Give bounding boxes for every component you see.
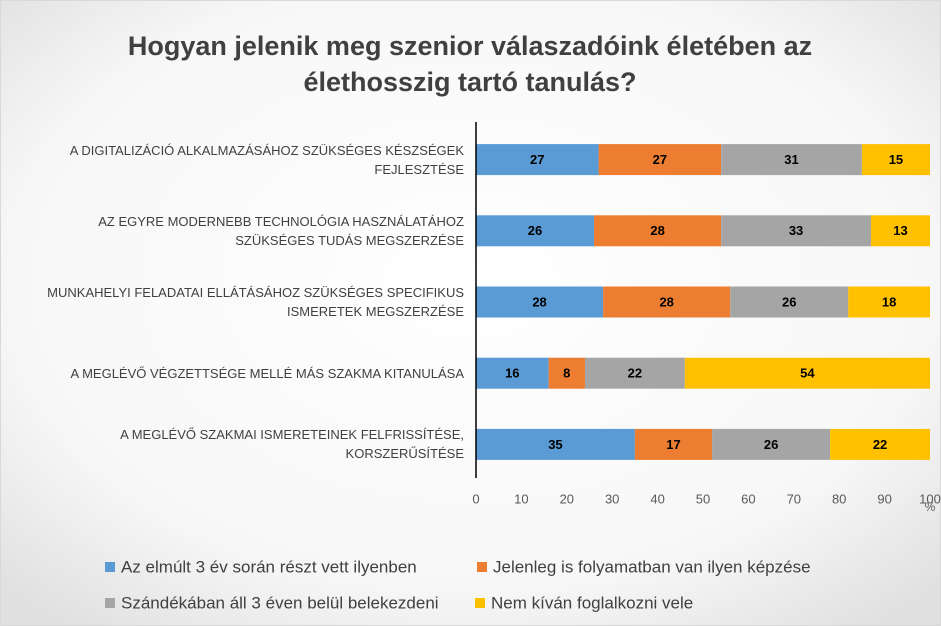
category-box: MUNKAHELYI FELADATAI ELLÁTÁSÁHOZ SZÜKSÉG… [47, 285, 464, 319]
x-tick-label: 60 [741, 491, 755, 506]
bar-segment [712, 428, 831, 460]
x-axis-label: % [925, 500, 936, 514]
bar-segment [870, 215, 930, 247]
data-label: 8 [563, 366, 570, 381]
x-tick-label: 20 [560, 491, 574, 506]
legend-swatch [475, 598, 485, 608]
category-label: A DIGITALIZÁCIÓ ALKALMAZÁSÁHOZ SZÜKSÉGES… [69, 142, 464, 177]
legend-label: Szándékában áll 3 éven belül belekezdeni [121, 593, 439, 612]
bar-segment [730, 286, 849, 318]
x-tick-label: 10 [514, 491, 528, 506]
bar-segment [476, 428, 635, 460]
bar-segment [548, 357, 585, 389]
data-label: 22 [873, 437, 887, 452]
category-label: A MEGLÉVŐ VÉGZETTSÉGE MELLÉ MÁS SZAKMA K… [70, 365, 464, 381]
x-tick-label: 30 [605, 491, 619, 506]
legend-swatch [477, 562, 487, 572]
x-tick-label: 100 [919, 491, 941, 506]
bar-segment [830, 428, 930, 460]
bar-segment [584, 357, 685, 389]
category-box: A MEGLÉVŐ SZAKMAI ISMERETEINEK FELFRISSÍ… [120, 427, 464, 462]
x-tick-label: 80 [832, 491, 846, 506]
bar-segment [603, 286, 731, 318]
data-label: 18 [882, 294, 896, 309]
category-box: A MEGLÉVŐ VÉGZETTSÉGE MELLÉ MÁS SZAKMA K… [70, 365, 464, 381]
category-box: A DIGITALIZÁCIÓ ALKALMAZÁSÁHOZ SZÜKSÉGES… [69, 142, 464, 177]
legend-label: Nem kíván foglalkozni vele [491, 593, 693, 612]
data-label: 54 [800, 366, 815, 381]
data-label: 26 [764, 437, 778, 452]
data-label: 28 [650, 223, 664, 238]
bar-segment [476, 144, 599, 176]
data-label: 35 [548, 437, 562, 452]
bar-segment [476, 215, 595, 247]
category-label: A MEGLÉVŐ SZAKMAI ISMERETEINEK FELFRISSÍ… [120, 427, 464, 462]
chart-title: Hogyan jelenik meg szenior válaszadóink … [127, 31, 813, 97]
data-label: 15 [889, 152, 903, 167]
x-tick-label: 40 [650, 491, 664, 506]
legend-swatch [105, 598, 115, 608]
x-tick-label: 70 [787, 491, 801, 506]
category-box: AZ EGYRE MODERNEBB TECHNOLÓGIA HASZNÁLAT… [98, 213, 464, 248]
data-label: 27 [653, 152, 667, 167]
data-label: 31 [784, 152, 798, 167]
bar-segment [476, 357, 549, 389]
bar-segment [684, 357, 930, 389]
data-label: 27 [530, 152, 544, 167]
data-label: 17 [666, 437, 680, 452]
bar-segment [476, 286, 604, 318]
data-label: 26 [782, 294, 796, 309]
bar-segment [634, 428, 713, 460]
bar-segment [598, 144, 722, 176]
legend-swatch [105, 562, 115, 572]
data-label: 13 [893, 223, 907, 238]
x-tick-label: 50 [696, 491, 710, 506]
bar-segment [861, 144, 930, 176]
bar-segment [594, 215, 722, 247]
data-label: 22 [628, 366, 642, 381]
legend-label: Az elmúlt 3 év során részt vett ilyenben [121, 557, 417, 576]
bar-segment [721, 215, 871, 247]
x-tick-label: 0 [472, 491, 479, 506]
bar-segment [721, 144, 862, 176]
data-label: 26 [528, 223, 542, 238]
bar-segment [848, 286, 930, 318]
x-tick-label: 90 [877, 491, 891, 506]
data-label: 28 [659, 294, 673, 309]
category-label: MUNKAHELYI FELADATAI ELLÁTÁSÁHOZ SZÜKSÉG… [47, 285, 464, 319]
title-box: Hogyan jelenik meg szenior válaszadóink … [127, 31, 813, 97]
legend-label: Jelenleg is folyamatban van ilyen képzés… [493, 557, 811, 576]
data-label: 28 [532, 294, 546, 309]
data-label: 16 [505, 366, 519, 381]
data-label: 33 [789, 223, 803, 238]
category-label: AZ EGYRE MODERNEBB TECHNOLÓGIA HASZNÁLAT… [98, 213, 464, 248]
